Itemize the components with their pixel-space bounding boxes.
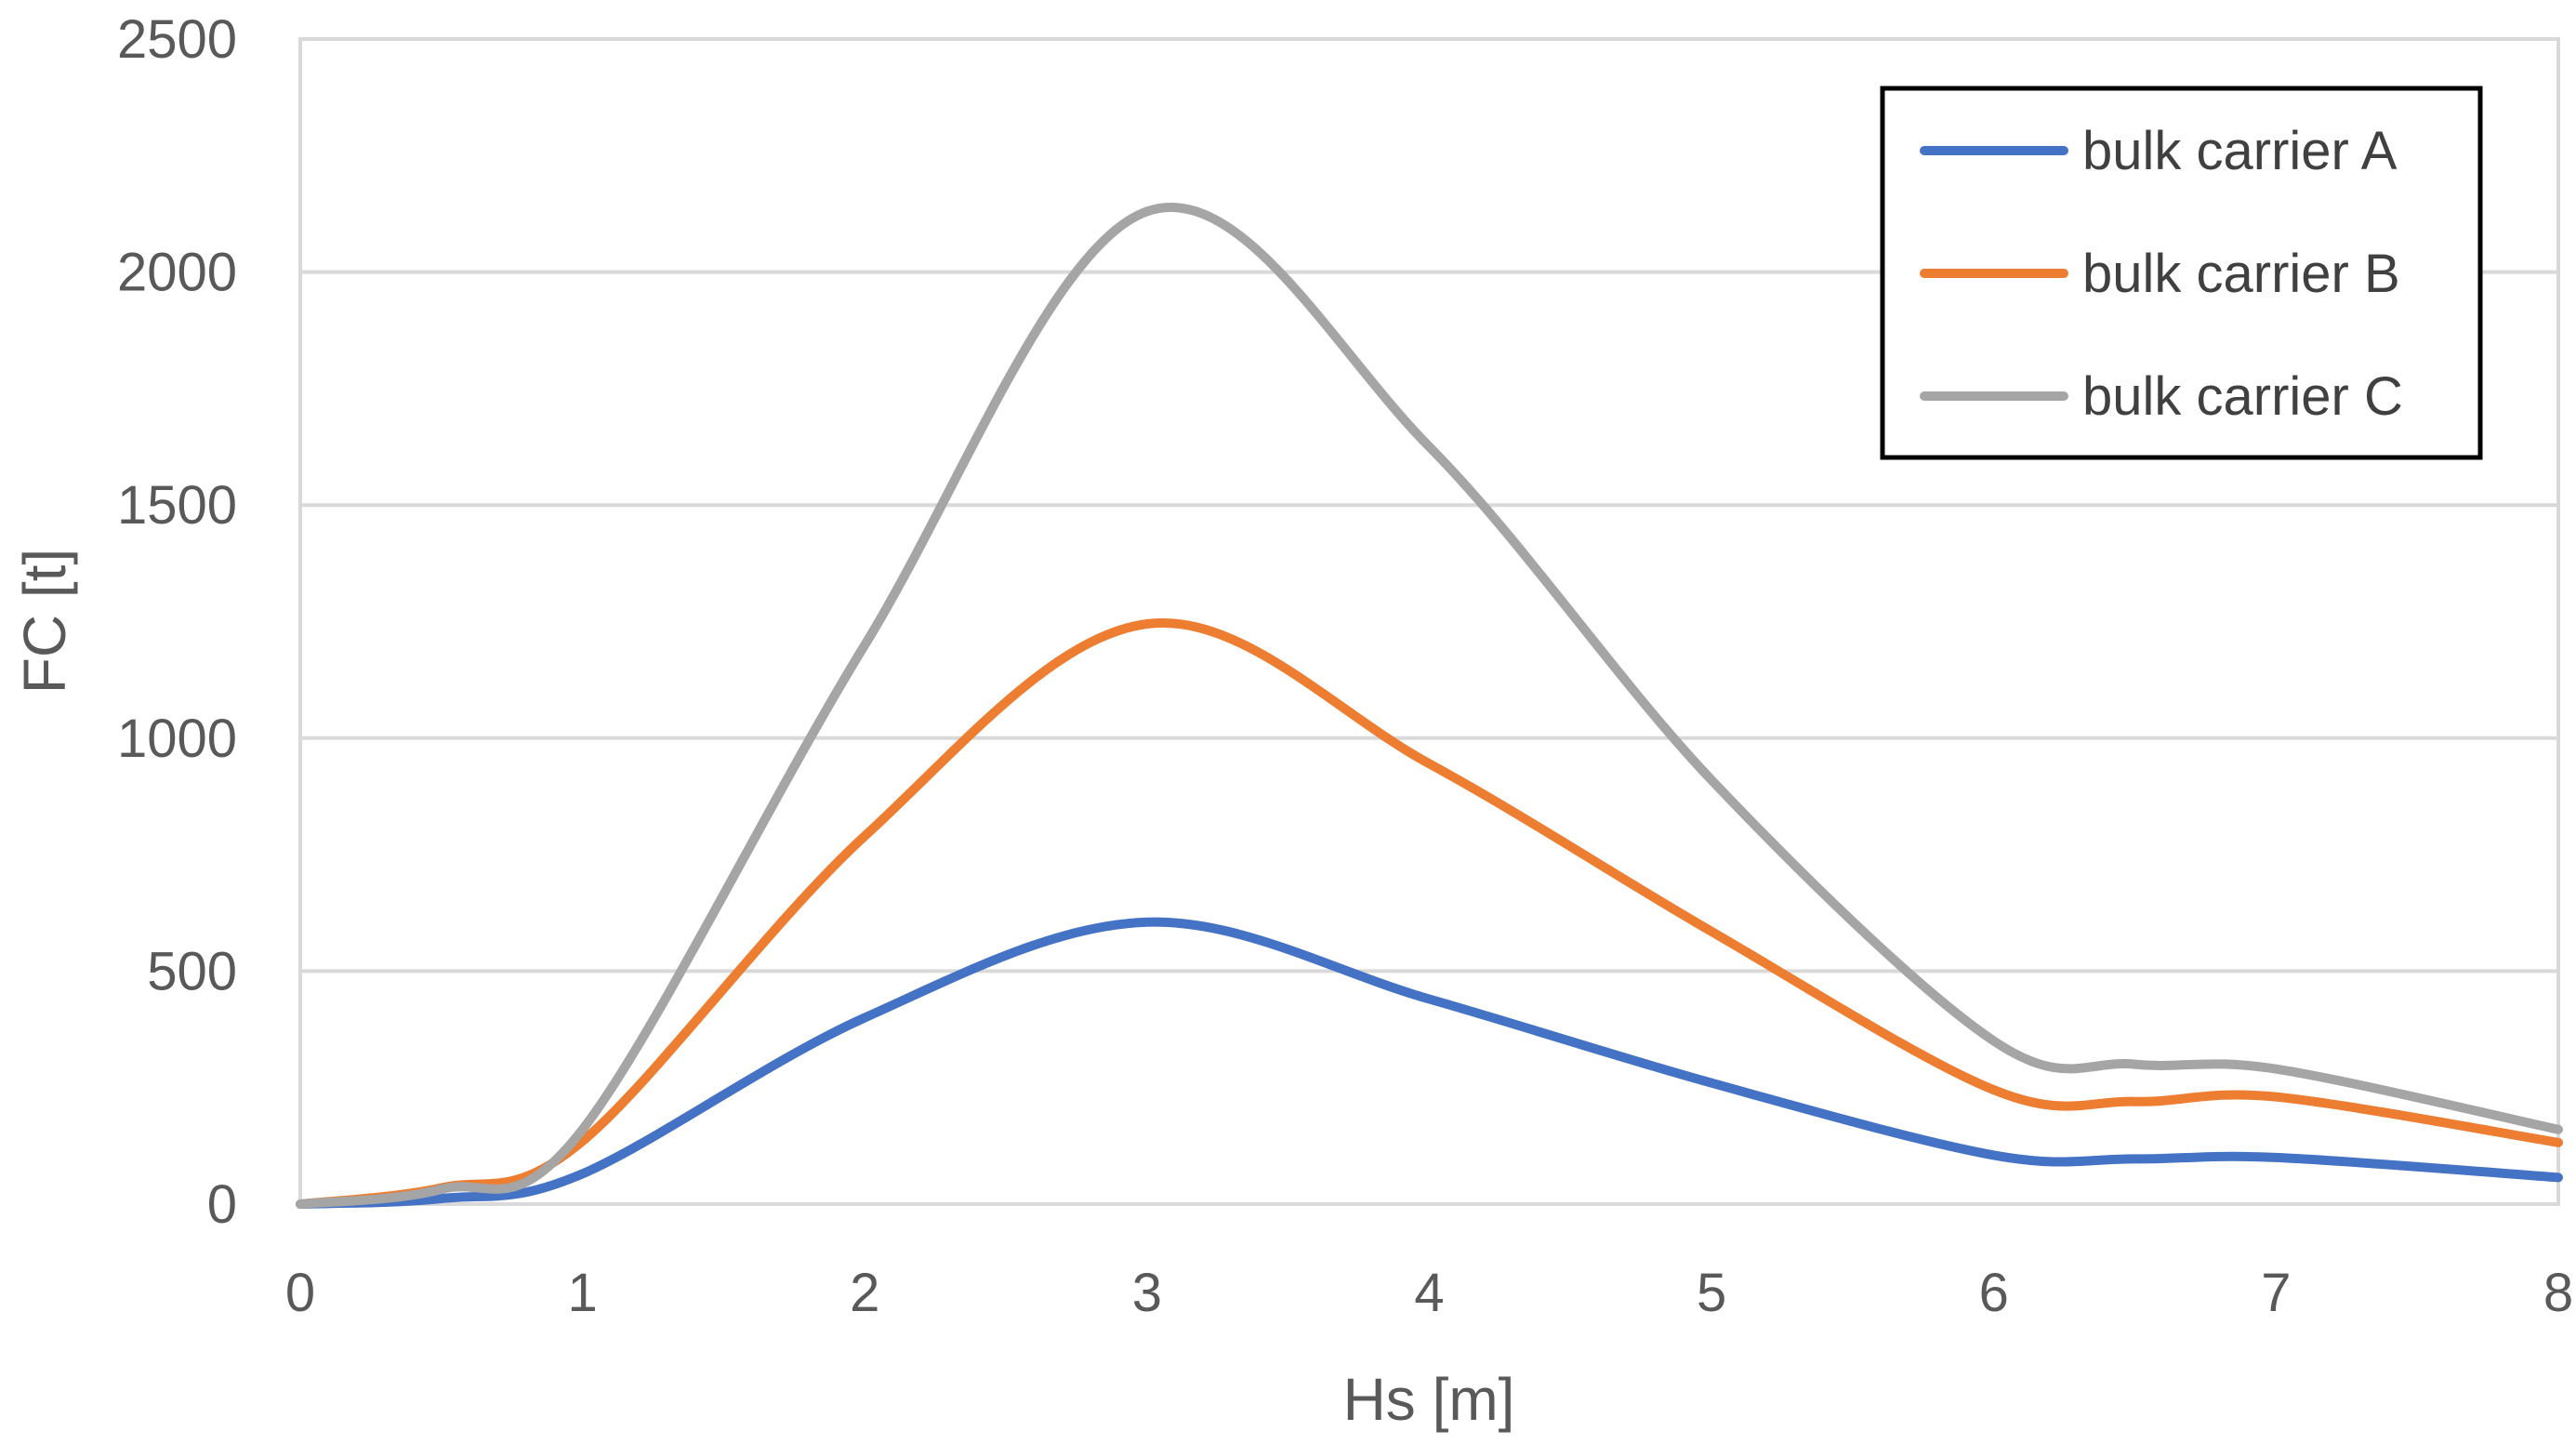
y-tick-label: 2500 [117, 9, 237, 70]
y-tick-label: 0 [207, 1174, 237, 1235]
x-axis-title: Hs [m] [1343, 1366, 1515, 1433]
series-line-2 [296, 617, 2563, 1209]
x-tick-label: 8 [2543, 1263, 2573, 1323]
x-axis-tick-labels: 0 1 2 3 4 5 6 7 8 [285, 1263, 2573, 1323]
legend-label: bulk carrier C [2082, 366, 2403, 427]
x-tick-label: 2 [850, 1263, 879, 1323]
legend-label: bulk carrier A [2082, 121, 2398, 181]
x-tick-label: 7 [2261, 1263, 2291, 1323]
legend-label: bulk carrier B [2082, 244, 2400, 304]
x-tick-label: 6 [1979, 1263, 2009, 1323]
y-axis-tick-labels: 0 500 1000 1500 2000 2500 [117, 9, 237, 1235]
x-tick-label: 1 [567, 1263, 597, 1323]
x-tick-label: 3 [1132, 1263, 1162, 1323]
plot-area-frame [298, 37, 2560, 1206]
legend: bulk carrier A bulk carrier B bulk carrier… [1880, 86, 2483, 460]
series-lines [296, 203, 2563, 1209]
y-tick-label: 2000 [117, 243, 237, 303]
x-tick-label: 5 [1697, 1263, 1726, 1323]
series-line-1 [296, 917, 2563, 1209]
x-tick-label: 4 [1414, 1263, 1444, 1323]
x-tick-label: 0 [285, 1263, 315, 1323]
y-tick-label: 500 [147, 941, 237, 1001]
y-axis-title: FC [t] [11, 549, 78, 694]
y-tick-label: 1000 [117, 709, 237, 769]
series-line-3 [296, 203, 2563, 1209]
y-tick-label: 1500 [117, 475, 237, 536]
